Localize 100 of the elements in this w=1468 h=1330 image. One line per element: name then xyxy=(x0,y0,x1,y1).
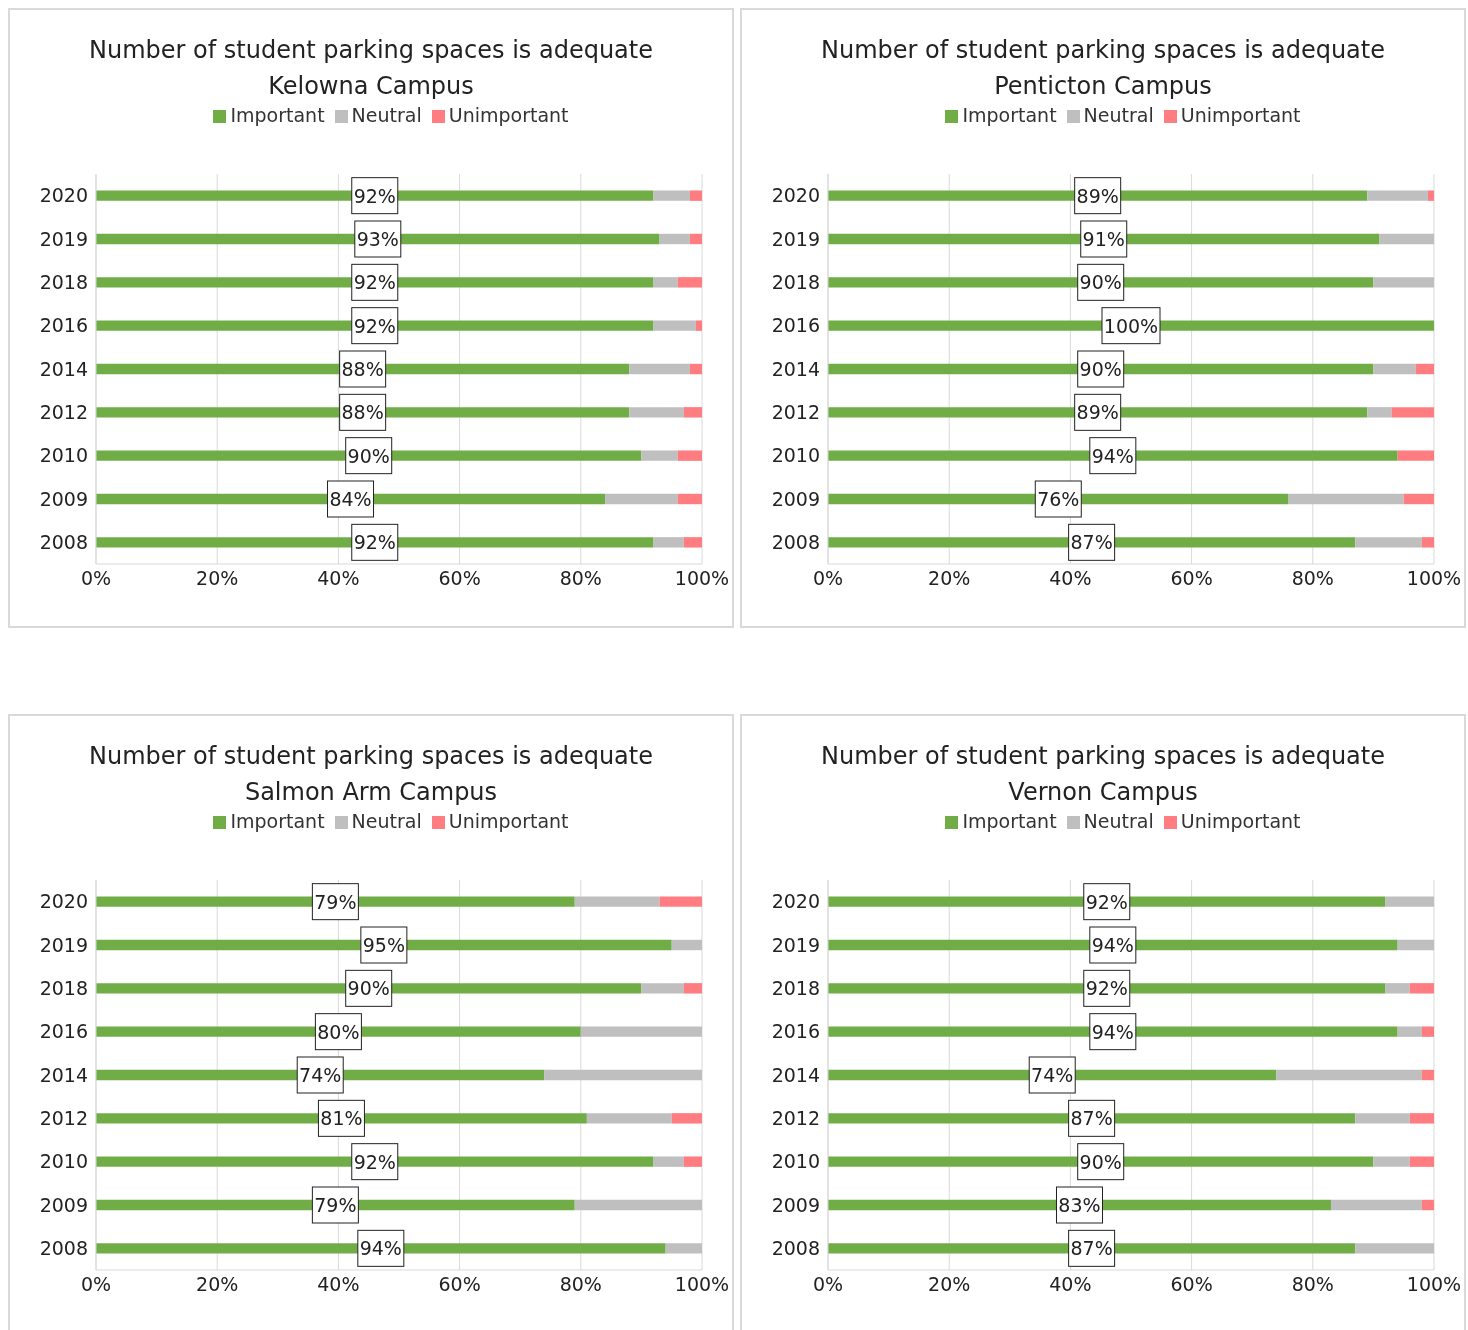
bar xyxy=(1373,363,1416,375)
bar xyxy=(96,190,654,201)
bar xyxy=(96,896,575,907)
y-tick-label: 2014 xyxy=(771,1063,820,1086)
bar xyxy=(641,450,678,461)
bar xyxy=(828,1156,1374,1167)
bar xyxy=(683,537,702,548)
y-tick-label: 2020 xyxy=(39,184,88,207)
bar xyxy=(653,190,690,201)
y-tick-label: 2010 xyxy=(771,1150,820,1173)
bar xyxy=(677,450,702,461)
x-tick-label: 80% xyxy=(559,1273,602,1296)
bar xyxy=(1367,190,1428,201)
x-tick-label: 60% xyxy=(438,567,481,590)
data-label: 100% xyxy=(1103,314,1159,337)
bar xyxy=(96,1026,581,1037)
bar xyxy=(1385,983,1410,994)
y-tick-label: 2014 xyxy=(39,1063,88,1086)
y-tick-label: 2016 xyxy=(39,1020,88,1043)
x-tick-label: 100% xyxy=(674,567,730,590)
bar xyxy=(689,233,702,245)
bar xyxy=(653,277,678,288)
y-tick-label: 2008 xyxy=(39,1237,88,1260)
y-tick-label: 2019 xyxy=(39,933,88,956)
data-label: 92% xyxy=(353,184,396,207)
y-tick-label: 2018 xyxy=(771,977,820,1000)
y-tick-label: 2010 xyxy=(771,444,820,467)
bar xyxy=(677,277,702,288)
bar xyxy=(659,233,690,245)
legend-label: Important xyxy=(230,810,325,832)
legend-label: Neutral xyxy=(351,104,422,126)
x-tick-label: 40% xyxy=(1049,1273,1092,1296)
bar xyxy=(1288,493,1404,505)
data-label: 92% xyxy=(353,1150,396,1173)
bar xyxy=(96,537,654,548)
data-label: 92% xyxy=(1085,977,1128,1000)
chart-title: Number of student parking spaces is adequate xyxy=(820,741,1386,772)
bar xyxy=(1409,983,1434,994)
x-tick-label: 80% xyxy=(1291,1273,1334,1296)
bar xyxy=(671,939,702,951)
y-tick-label: 2008 xyxy=(39,531,88,554)
bar xyxy=(96,320,654,331)
y-tick-label: 2016 xyxy=(771,1020,820,1043)
x-tick-label: 0% xyxy=(80,567,112,590)
data-label: 88% xyxy=(341,401,384,424)
bar xyxy=(586,1113,672,1124)
x-tick-label: 100% xyxy=(1406,1273,1462,1296)
data-label: 94% xyxy=(359,1237,402,1260)
data-label: 94% xyxy=(1091,1020,1134,1043)
bar xyxy=(574,896,660,907)
bar xyxy=(665,1243,702,1254)
bar xyxy=(629,407,684,418)
data-label: 89% xyxy=(1076,184,1119,207)
data-label: 74% xyxy=(1031,1064,1074,1086)
x-tick-label: 100% xyxy=(1406,567,1462,590)
y-tick-label: 2018 xyxy=(39,271,88,294)
data-label: 90% xyxy=(1079,1150,1122,1173)
y-tick-label: 2009 xyxy=(771,1193,820,1216)
data-label: 83% xyxy=(1058,1194,1101,1216)
bar xyxy=(653,1156,684,1167)
bar xyxy=(1421,537,1434,548)
legend-label: Neutral xyxy=(1083,810,1154,832)
x-tick-label: 0% xyxy=(812,567,844,590)
x-tick-label: 60% xyxy=(438,1273,481,1296)
data-label: 87% xyxy=(1070,531,1113,554)
bar xyxy=(828,1243,1356,1254)
legend-label: Neutral xyxy=(351,810,422,832)
bar xyxy=(1421,1026,1434,1037)
y-tick-label: 2018 xyxy=(771,271,820,294)
bar xyxy=(1427,190,1434,201)
y-tick-label: 2018 xyxy=(39,977,88,1000)
bar xyxy=(96,407,630,418)
x-tick-label: 0% xyxy=(80,1273,112,1296)
bar xyxy=(1355,537,1422,548)
y-tick-label: 2009 xyxy=(39,1193,88,1216)
bar xyxy=(1355,1113,1410,1124)
data-label: 95% xyxy=(362,934,405,956)
bar xyxy=(683,407,702,418)
x-tick-label: 40% xyxy=(1049,567,1092,590)
bar xyxy=(1397,939,1434,951)
bar xyxy=(1373,1156,1410,1167)
data-label: 94% xyxy=(1091,444,1134,467)
bar xyxy=(1397,1026,1422,1037)
data-label: 80% xyxy=(317,1020,360,1043)
chart-subtitle: Vernon Campus xyxy=(1007,777,1199,808)
bar xyxy=(1391,407,1434,418)
bar xyxy=(1397,450,1434,461)
bar xyxy=(96,277,654,288)
data-label: 90% xyxy=(347,444,390,467)
chart-title: Number of student parking spaces is adequate xyxy=(88,741,654,772)
legend-label: Important xyxy=(962,104,1057,126)
bar xyxy=(671,1113,702,1124)
bar xyxy=(828,320,1434,331)
bar xyxy=(1415,363,1434,375)
x-tick-label: 0% xyxy=(812,1273,844,1296)
y-tick-label: 2019 xyxy=(771,933,820,956)
chart-title: Number of student parking spaces is adequate xyxy=(820,35,1386,66)
y-tick-label: 2020 xyxy=(771,890,820,913)
y-tick-label: 2019 xyxy=(771,227,820,250)
data-label: 92% xyxy=(353,531,396,554)
